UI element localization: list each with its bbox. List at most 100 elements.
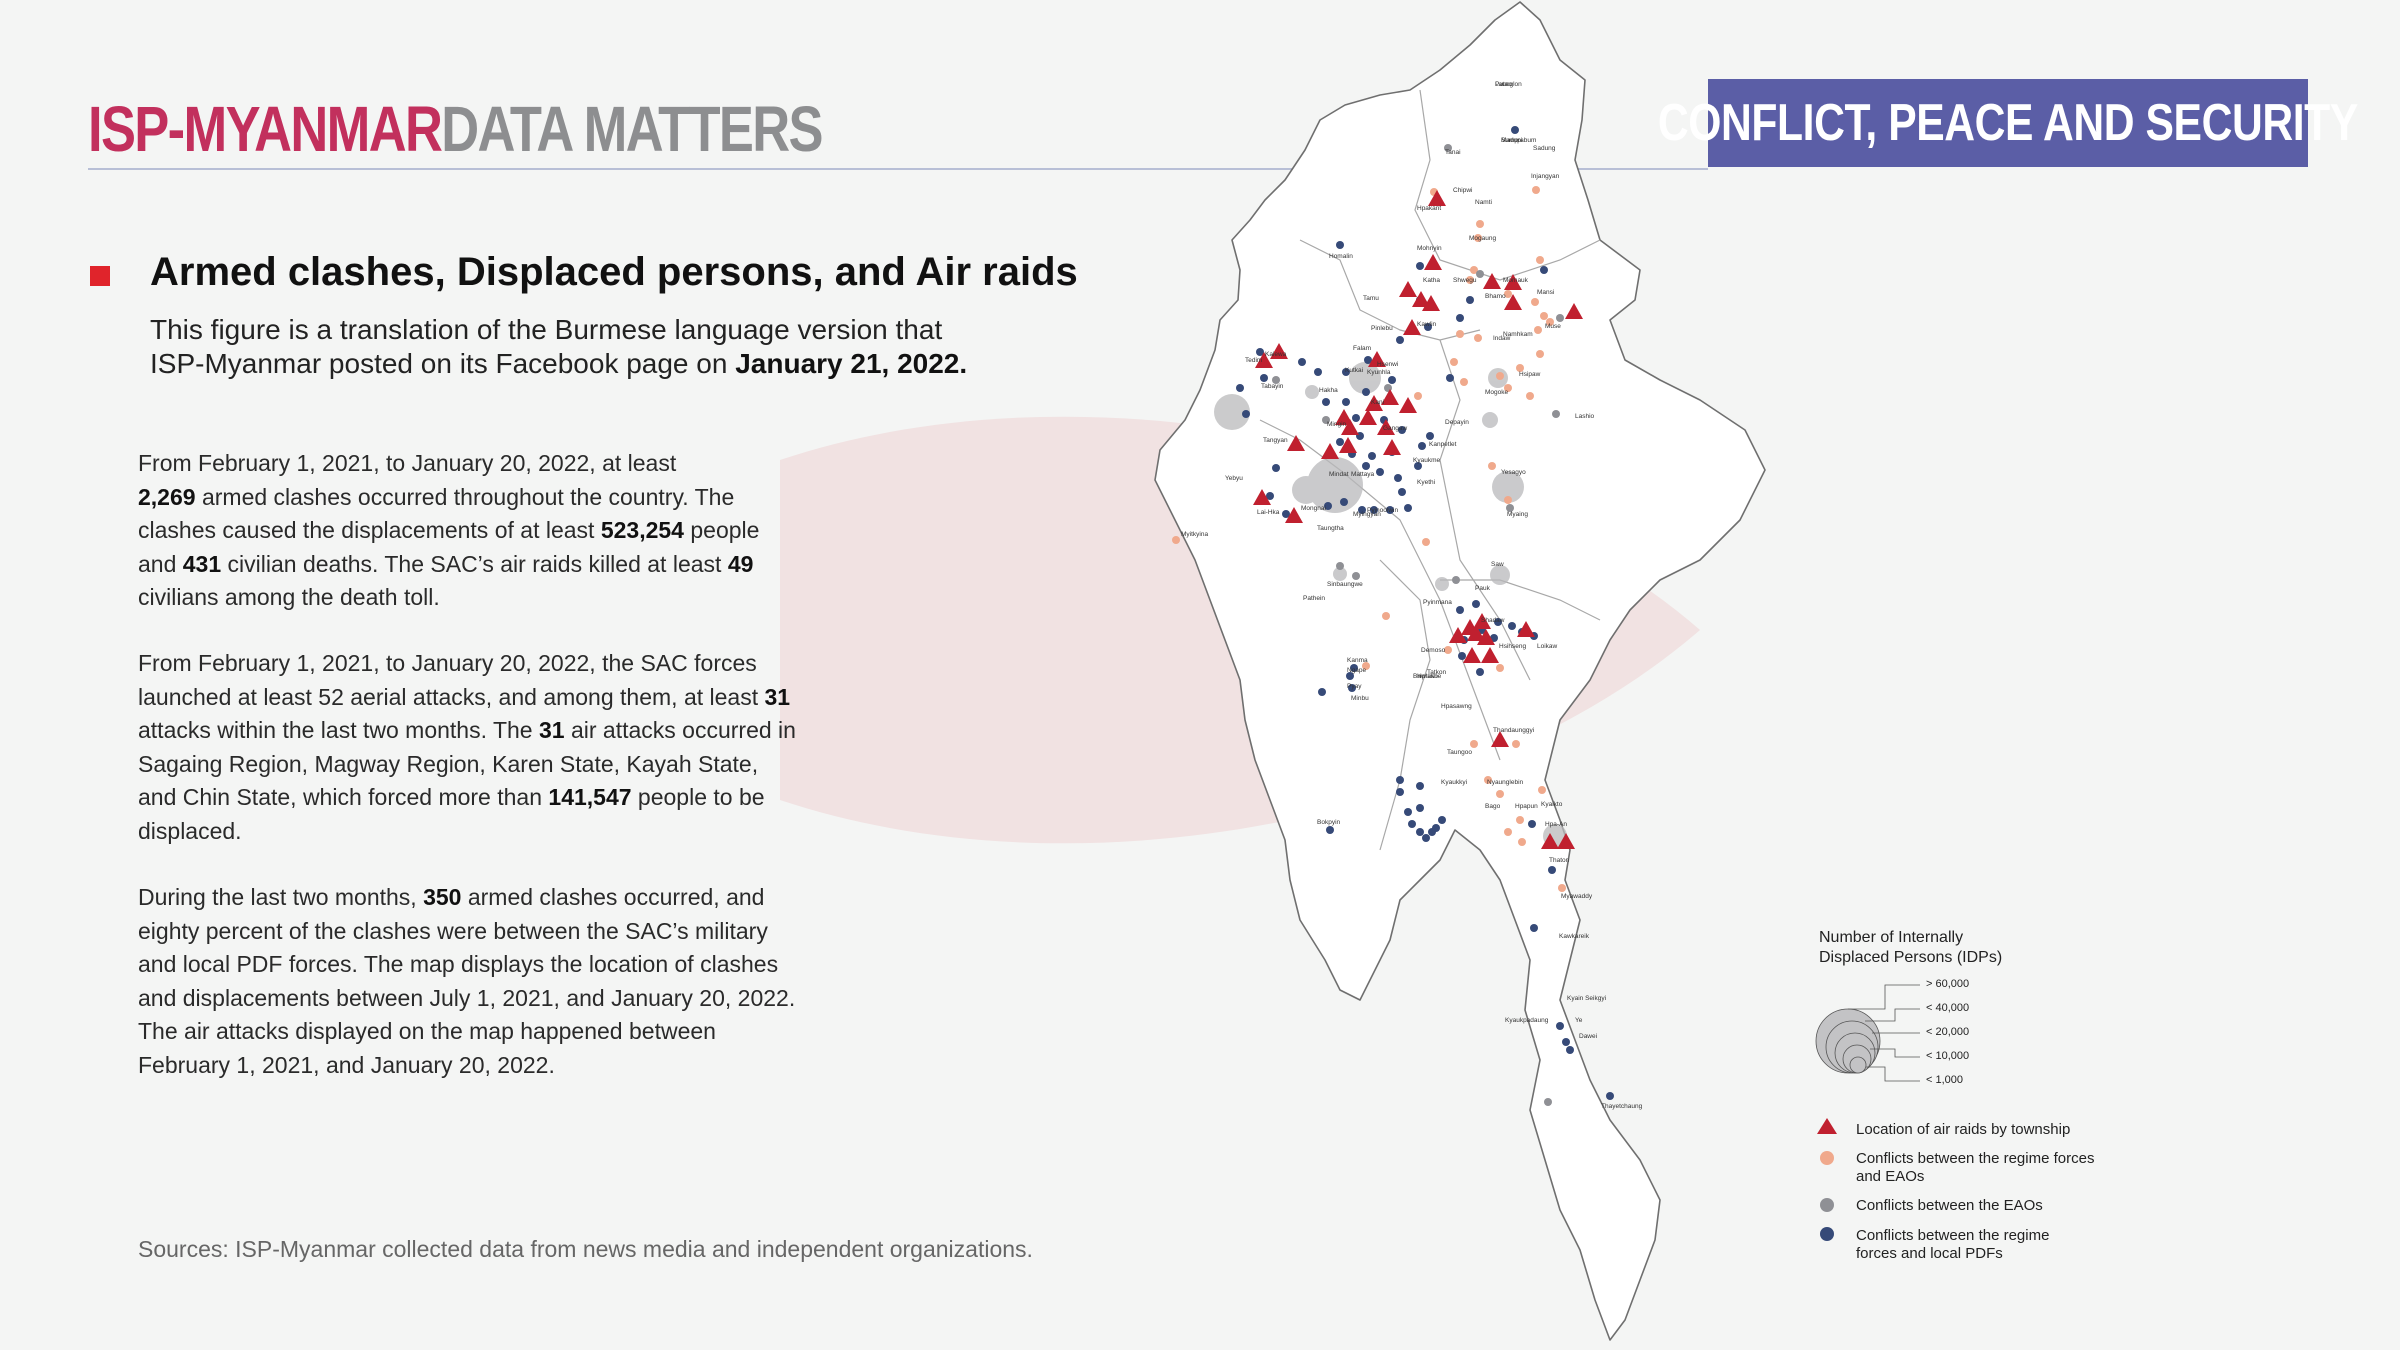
regime-pdf-point-20 xyxy=(1362,462,1370,470)
map-label-78: Kanma xyxy=(1347,657,1368,664)
regime-pdf-point-11 xyxy=(1362,388,1370,396)
regime-eao-point-23 xyxy=(1488,462,1496,470)
map-label-54: Hpruso xyxy=(1417,673,1438,680)
regime-pdf-point-60 xyxy=(1416,804,1424,812)
p1-text-5: civilians among the death toll. xyxy=(138,584,440,610)
map-label-5: Hpakant xyxy=(1417,205,1441,212)
topic-badge: CONFLICT, PEACE AND SECURITY xyxy=(1658,79,2358,167)
p2-attack-count-2: 31 xyxy=(538,717,565,743)
regime-eao-point-16 xyxy=(1456,330,1464,338)
regime-pdf-point-51 xyxy=(1476,668,1484,676)
map-label-77: Tatkon xyxy=(1427,669,1447,676)
regime-pdf-point-18 xyxy=(1368,452,1376,460)
idp-size-legend xyxy=(1815,984,1920,1082)
map-label-29: Kani xyxy=(1371,399,1384,406)
map-label-39: Kanpetlet xyxy=(1429,441,1457,448)
map-label-84: Kyaukpadaung xyxy=(1505,1017,1549,1024)
map-label-75: Minbu xyxy=(1351,695,1369,702)
eao-eao-point-11 xyxy=(1272,376,1280,384)
regime-eao-point-19 xyxy=(1496,372,1504,380)
air-raid-marker-23 xyxy=(1339,437,1357,453)
regime-pdf-point-72 xyxy=(1530,924,1538,932)
map-place-labels: Putao Sumprabum Tanai Injangyan Hpakant Namti… xyxy=(1181,81,1643,1110)
map-label-13: Bhamo xyxy=(1485,293,1506,300)
regime-pdf-point-31 xyxy=(1242,410,1250,418)
idp-size-circles xyxy=(1815,1008,1881,1074)
regime-eao-point-13 xyxy=(1526,392,1534,400)
map-label-12: Momauk xyxy=(1503,277,1529,284)
regime-pdf-point-53 xyxy=(1458,652,1466,660)
regime-pdf-point-76 xyxy=(1606,1092,1614,1100)
regime-eao-points xyxy=(1172,186,1566,892)
subtitle-line-1: This figure is a translation of the Burm… xyxy=(150,314,943,345)
map-label-42: Mattaya xyxy=(1351,471,1375,478)
map-label-57: Hpasawng xyxy=(1441,703,1472,710)
topic-badge-label: CONFLICT, PEACE AND SECURITY xyxy=(1657,94,2359,152)
air-raid-marker-11 xyxy=(1270,343,1288,359)
regime-eao-point-34 xyxy=(1504,828,1512,836)
p1-text-1: From February 1, 2021, to January 20, 20… xyxy=(138,450,677,476)
idp-size-label-2: < 40,000 xyxy=(1926,1002,1970,1014)
map-label-51: Loikaw xyxy=(1537,643,1558,650)
regime-pdf-point-63 xyxy=(1416,828,1424,836)
regime-pdf-point-38 xyxy=(1370,506,1378,514)
regime-pdf-point-2 xyxy=(1336,241,1344,249)
regime-pdf-point-55 xyxy=(1346,672,1354,680)
regime-eao-point-15 xyxy=(1534,326,1542,334)
figure-subtitle: This figure is a translation of the Burm… xyxy=(150,313,1150,381)
regime-eao-point-2 xyxy=(1476,220,1484,228)
map-label-76: Pyinmana xyxy=(1423,599,1452,606)
regime-pdf-point-26 xyxy=(1398,426,1406,434)
map-label-16: Namhkam xyxy=(1503,331,1533,338)
eao-eao-point-7 xyxy=(1352,572,1360,580)
map-label-73: Pathein xyxy=(1303,595,1325,602)
regime-eao-legend-label: Conflicts between the regime forces and … xyxy=(1856,1150,2156,1186)
regime-pdf-point-25 xyxy=(1418,442,1426,450)
map-label-35: Gangaw xyxy=(1383,425,1408,432)
regime-pdf-point-1 xyxy=(1511,126,1519,134)
regime-eao-point-33 xyxy=(1518,838,1526,846)
air-raid-marker-12 xyxy=(1255,352,1273,368)
air-raid-marker-37 xyxy=(1557,833,1575,849)
map-label-31: Mogoke xyxy=(1485,389,1509,396)
regime-eao-point-30 xyxy=(1496,790,1504,798)
air-raid-marker-20 xyxy=(1341,419,1359,435)
map-label-36: Kyaukme xyxy=(1413,457,1440,464)
paragraph-last-two-months: During the last two months, 350 armed cl… xyxy=(138,881,798,1082)
regime-pdf-point-36 xyxy=(1340,498,1348,506)
regime-pdf-point-35 xyxy=(1324,502,1332,510)
map-label-61: Hpapun xyxy=(1515,803,1538,810)
eao-eao-point-12 xyxy=(1322,416,1330,424)
regime-pdf-point-80 xyxy=(1456,314,1464,322)
regime-pdf-point-33 xyxy=(1266,492,1274,500)
p1-displaced-count: 523,254 xyxy=(600,517,684,543)
air-raid-marker-33 xyxy=(1463,647,1481,663)
p3-clash-count: 350 xyxy=(423,884,462,910)
map-label-34: Tangyan xyxy=(1263,437,1288,444)
idp-size-label-1: > 60,000 xyxy=(1926,978,1970,990)
brand-primary: ISP-MYANMAR xyxy=(88,93,443,165)
map-label-85: Myitkyina xyxy=(1181,531,1208,538)
regime-eao-point-17 xyxy=(1474,334,1482,342)
air-raid-marker-19 xyxy=(1377,419,1395,435)
regime-pdf-point-10 xyxy=(1342,398,1350,406)
idp-size-label-4: < 10,000 xyxy=(1926,1050,1970,1062)
air-raid-marker-10 xyxy=(1565,303,1583,319)
regime-eao-point-9 xyxy=(1516,364,1524,372)
regime-pdf-point-59 xyxy=(1416,782,1424,790)
map-label-68: Kyain Seikgyi xyxy=(1567,995,1606,1002)
p3-text-2: armed clashes occurred, and eighty perce… xyxy=(138,884,796,1078)
map-label-7: Mogaung xyxy=(1469,235,1496,242)
map-label-58: Taungoo xyxy=(1447,749,1472,756)
regime-eao-point-22 xyxy=(1414,392,1422,400)
regime-pdf-point-34 xyxy=(1282,510,1290,518)
regime-pdf-point-5 xyxy=(1256,348,1264,356)
air-raid-marker-14 xyxy=(1365,395,1383,411)
p1-text-4: civilian deaths. The SAC’s air raids kil… xyxy=(221,550,728,577)
p1-airraid-death-count: 49 xyxy=(727,550,754,577)
regime-pdf-point-47 xyxy=(1508,622,1516,630)
regime-eao-legend-line2: and EAOs xyxy=(1856,1168,1925,1185)
regime-pdf-point-12 xyxy=(1352,414,1360,422)
eao-eao-point-9 xyxy=(1336,562,1344,570)
regime-pdf-point-21 xyxy=(1376,468,1384,476)
